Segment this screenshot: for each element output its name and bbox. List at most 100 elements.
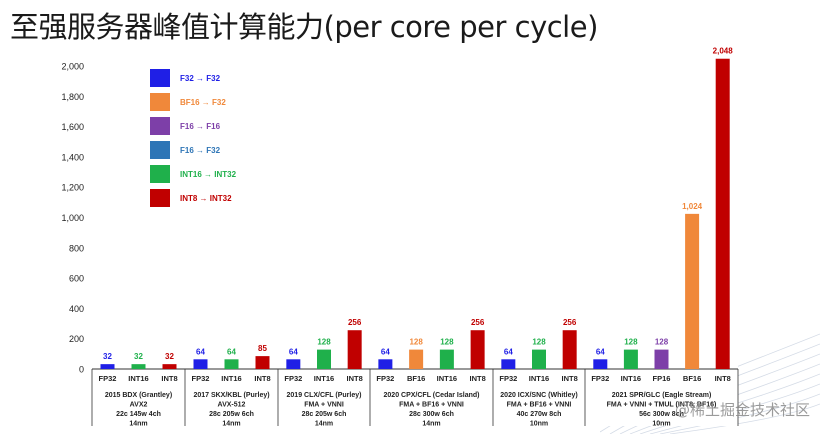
bar xyxy=(317,349,331,369)
legend-label: F16 → F16 xyxy=(180,122,221,131)
group-label-line: 2021 SPR/GLC (Eagle Stream) xyxy=(612,392,712,399)
slide-title: 至强服务器峰值计算能力(per core per cycle) xyxy=(10,10,598,44)
group-label-line: FMA + BF16 + VNNI xyxy=(507,402,572,409)
bar xyxy=(562,330,577,369)
y-tick-label: 800 xyxy=(69,243,84,253)
category-label: INT8 xyxy=(254,374,270,383)
bar-value-label: 64 xyxy=(227,347,236,356)
group-label-line: 14nm xyxy=(222,421,240,428)
watermark: @稀土掘金技术社区 xyxy=(674,401,810,419)
category-label: FP32 xyxy=(499,374,517,383)
group-label-line: 14nm xyxy=(315,421,333,428)
bar-value-label: 2,048 xyxy=(713,47,734,56)
bar-value-label: 256 xyxy=(348,318,362,327)
group-label-line: 56c 300w 8ch xyxy=(639,411,684,418)
legend-swatch xyxy=(150,93,170,111)
category-label: FP32 xyxy=(591,374,609,383)
legend-swatch xyxy=(150,141,170,159)
bar xyxy=(409,349,424,369)
bar-value-label: 128 xyxy=(409,338,423,347)
y-tick-label: 1,400 xyxy=(61,152,84,162)
category-label: INT8 xyxy=(161,374,177,383)
bar xyxy=(501,359,516,369)
legend-swatch xyxy=(150,189,170,207)
group-label-line: 2019 CLX/CFL (Purley) xyxy=(287,392,362,399)
bar xyxy=(286,359,301,369)
y-tick-label: 0 xyxy=(79,365,84,375)
group-label-line: 14nm xyxy=(129,421,147,428)
category-label: INT8 xyxy=(562,374,578,383)
category-label: BF16 xyxy=(683,374,701,383)
bar-value-label: 32 xyxy=(134,352,143,361)
y-tick-label: 1,600 xyxy=(61,122,84,132)
bar xyxy=(347,330,362,369)
y-tick-label: 400 xyxy=(69,304,84,314)
group-label-line: 2020 ICX/SNC (Whitley) xyxy=(500,392,577,399)
category-label: INT8 xyxy=(347,374,363,383)
bar-value-label: 85 xyxy=(258,344,267,353)
group-label-line: 2020 CPX/CFL (Cedar Island) xyxy=(384,392,480,399)
bar-value-label: 32 xyxy=(165,352,174,361)
bar-value-label: 128 xyxy=(532,338,546,347)
legend-swatch xyxy=(150,117,170,135)
bar-value-label: 1,024 xyxy=(682,202,703,211)
category-label: INT8 xyxy=(715,374,731,383)
category-label: INT16 xyxy=(314,374,334,383)
bar-value-label: 64 xyxy=(196,347,205,356)
bar-value-label: 64 xyxy=(504,347,513,356)
group-label-line: FMA + VNNI + TMUL (INT8, BF16) xyxy=(607,402,717,409)
group-label-line: 40c 270w 8ch xyxy=(517,411,562,418)
group-label-line: 28c 300w 6ch xyxy=(409,411,454,418)
bar xyxy=(255,356,270,369)
y-tick-label: 1,200 xyxy=(61,183,84,193)
bar-value-label: 256 xyxy=(563,318,577,327)
bar xyxy=(685,213,700,369)
legend-label: F16 → F32 xyxy=(180,146,221,155)
category-label: BF16 xyxy=(407,374,425,383)
group-label-line: FMA + BF16 + VNNI xyxy=(399,402,464,409)
group-label-line: 28c 205w 6ch xyxy=(209,411,254,418)
bar-value-label: 128 xyxy=(624,338,638,347)
bar xyxy=(715,58,730,370)
category-label: FP32 xyxy=(284,374,302,383)
bar-value-label: 64 xyxy=(289,347,298,356)
legend-swatch xyxy=(150,69,170,87)
group-label-line: 2017 SKX/KBL (Purley) xyxy=(193,392,269,399)
bar-value-label: 256 xyxy=(471,318,485,327)
group-label-line: 10nm xyxy=(652,421,670,428)
category-label: FP16 xyxy=(653,374,671,383)
group-label-line: 22c 145w 4ch xyxy=(116,411,161,418)
bar xyxy=(623,349,638,369)
bar xyxy=(100,364,115,369)
category-label: INT16 xyxy=(529,374,549,383)
bar xyxy=(654,349,669,369)
category-label: FP32 xyxy=(192,374,210,383)
bar xyxy=(532,349,546,369)
group-label-line: FMA + VNNI xyxy=(304,402,344,409)
bar xyxy=(470,330,485,369)
y-tick-label: 200 xyxy=(69,334,84,344)
bar xyxy=(593,359,608,369)
group-label-line: 10nm xyxy=(530,421,548,428)
category-label: INT16 xyxy=(437,374,457,383)
bar-value-label: 32 xyxy=(103,352,112,361)
bar-value-label: 64 xyxy=(596,347,605,356)
category-label: INT8 xyxy=(469,374,485,383)
legend-label: INT16 → INT32 xyxy=(180,170,237,179)
bar-value-label: 128 xyxy=(317,338,331,347)
group-label-line: AVX2 xyxy=(130,402,148,409)
category-label: FP32 xyxy=(376,374,394,383)
category-label: INT16 xyxy=(621,374,641,383)
bar xyxy=(193,359,208,369)
bar xyxy=(378,359,393,369)
legend-label: F32 → F32 xyxy=(180,74,221,83)
bar-value-label: 64 xyxy=(381,347,390,356)
group-label-line: 14nm xyxy=(422,421,440,428)
bar xyxy=(162,364,177,369)
bar xyxy=(224,359,239,369)
bar xyxy=(439,349,454,369)
bar xyxy=(131,364,146,369)
group-label-line: 28c 205w 6ch xyxy=(302,411,347,418)
y-tick-label: 2,000 xyxy=(61,62,84,72)
